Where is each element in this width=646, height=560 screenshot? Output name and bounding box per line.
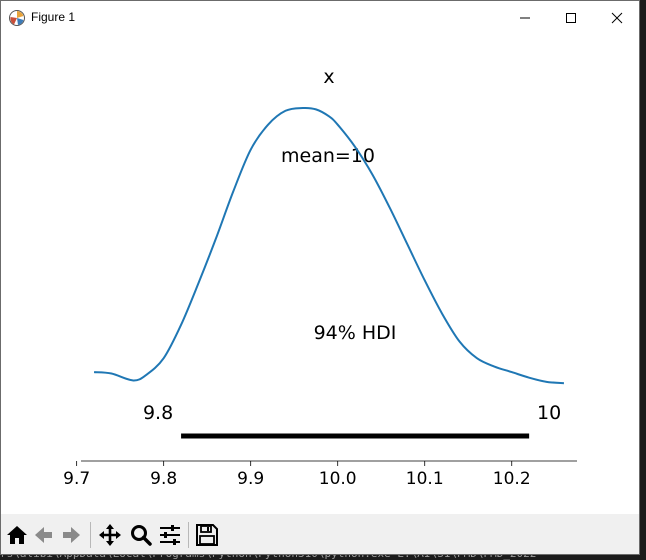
- maximize-icon: [566, 12, 576, 23]
- hdi-low-label: 9.8: [143, 402, 173, 424]
- save-button[interactable]: [194, 522, 220, 548]
- x-tick-label: 10.0: [319, 469, 357, 489]
- save-icon: [196, 524, 218, 546]
- minimize-icon: [520, 17, 530, 18]
- back-button[interactable]: [31, 522, 57, 548]
- close-button[interactable]: [594, 1, 640, 34]
- home-icon: [7, 526, 27, 544]
- x-tick-label: 10.2: [493, 469, 531, 489]
- navigation-toolbar: [1, 514, 639, 554]
- matplotlib-app-icon: [8, 9, 26, 27]
- maximize-button[interactable]: [548, 1, 594, 34]
- pan-icon: [99, 524, 121, 546]
- plot-svg: x mean=10 94% HDI 9.8 10 9.7 9.8 9.9 10.0 10…: [63, 66, 577, 489]
- zoom-icon: [131, 525, 152, 546]
- minimize-button[interactable]: [502, 1, 548, 34]
- hdi-high-label: 10: [537, 402, 561, 424]
- forward-button[interactable]: [58, 522, 84, 548]
- configure-subplots-button[interactable]: [157, 522, 183, 548]
- close-icon: [611, 12, 623, 23]
- configure-icon: [160, 525, 180, 545]
- kde-density-line: [93, 106, 565, 385]
- toolbar-separator: [90, 522, 91, 548]
- toolbar-separator: [188, 522, 189, 548]
- back-icon: [35, 527, 52, 543]
- title-bar[interactable]: Figure 1: [1, 1, 639, 34]
- mean-annotation: mean=10: [281, 145, 375, 167]
- window-title: Figure 1: [31, 10, 76, 24]
- forward-icon: [63, 527, 80, 543]
- home-button[interactable]: [4, 522, 30, 548]
- x-tick-label: 9.9: [237, 469, 264, 489]
- plot-title: x: [323, 66, 334, 88]
- x-axis-ticks: 9.7 9.8 9.9 10.0 10.1 10.2: [63, 461, 531, 489]
- hdi-annotation: 94% HDI: [314, 322, 397, 344]
- x-tick-label: 9.8: [150, 469, 177, 489]
- pan-button[interactable]: [97, 522, 123, 548]
- x-tick-label: 10.1: [406, 469, 444, 489]
- figure-canvas[interactable]: x mean=10 94% HDI 9.8 10 9.7 9.8 9.9 10.0 10…: [2, 34, 640, 514]
- zoom-button[interactable]: [128, 522, 154, 548]
- x-tick-label: 9.7: [63, 469, 90, 489]
